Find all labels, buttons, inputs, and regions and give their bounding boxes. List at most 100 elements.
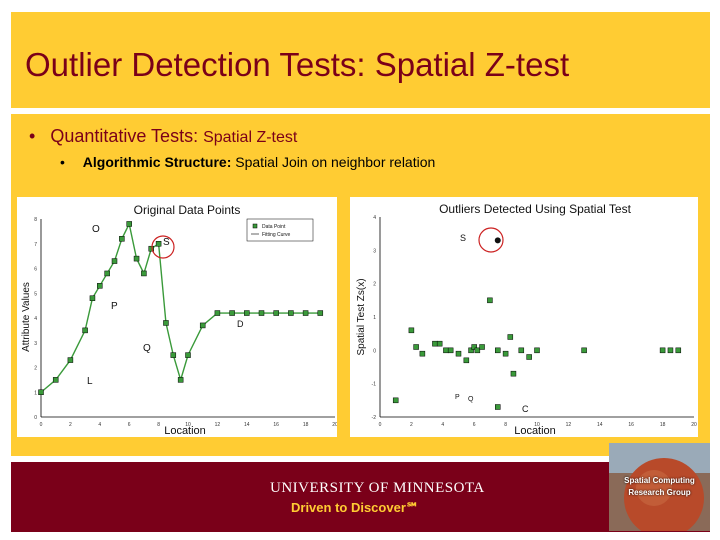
- data-point: [474, 347, 481, 354]
- y-tick-label: -1: [372, 382, 377, 388]
- data-point: [487, 297, 493, 304]
- bullet-level1: • Quantitative Tests: Spatial Z-test: [29, 126, 297, 147]
- data-point: [177, 377, 184, 383]
- data-point: [317, 310, 324, 316]
- data-point: [126, 221, 132, 227]
- bullet1-small: Spatial Z-test: [203, 129, 298, 146]
- data-point: [419, 350, 426, 357]
- chart2-xlabel: Location: [514, 425, 556, 437]
- footer: UNIVERSITY OF MINNESOTA Driven to Discov…: [11, 462, 710, 532]
- research-group-logo: Spatial Computing Research Group: [609, 443, 710, 531]
- chart1-title: Original Data Points: [134, 203, 241, 217]
- data-point: [244, 310, 250, 316]
- data-point: [502, 350, 509, 357]
- title-band: Outlier Detection Tests: Spatial Z-test: [11, 12, 710, 108]
- y-tick-label: 7: [34, 242, 37, 248]
- chart1-ylabel: Attribute Values: [21, 282, 32, 352]
- bullet-marker: •: [29, 126, 36, 146]
- label-c: C: [522, 404, 529, 414]
- logo-line1: Spatial Computing: [624, 476, 695, 485]
- y-tick-label: 1: [34, 390, 37, 396]
- university-name: UNIVERSITY OF MINNESOTA: [270, 480, 485, 496]
- x-tick-label: 10: [534, 422, 540, 428]
- x-tick-label: 0: [40, 422, 43, 428]
- data-point: [659, 347, 666, 354]
- bullet-level2: • Algorithmic Structure: Spatial Join on…: [60, 154, 435, 170]
- data-point: [463, 357, 470, 364]
- data-point: [455, 350, 462, 357]
- y-tick-label: 5: [34, 291, 37, 297]
- data-point: [581, 347, 587, 354]
- data-point: [155, 241, 162, 247]
- outlier-point: [494, 237, 501, 244]
- x-tick-label: 8: [504, 422, 507, 428]
- data-point: [133, 255, 140, 262]
- data-point: [89, 295, 96, 301]
- y-tick-label: 2: [373, 282, 376, 288]
- y-tick-label: 0: [373, 348, 376, 354]
- slide-title: Outlier Detection Tests: Spatial Z-test: [25, 46, 570, 83]
- data-point: [148, 245, 154, 252]
- x-tick-label: 16: [273, 422, 279, 428]
- x-tick-label: 12: [566, 422, 572, 428]
- data-point: [436, 340, 443, 347]
- data-point: [163, 320, 169, 326]
- chart1-xlabel: Location: [164, 425, 206, 437]
- data-point: [170, 352, 177, 358]
- data-point: [526, 354, 532, 360]
- y-tick-label: 0: [34, 415, 37, 421]
- chart1-legend-entry: Data Point: [262, 224, 286, 230]
- data-point: [443, 347, 449, 354]
- data-point: [392, 397, 399, 404]
- data-point: [518, 347, 525, 354]
- data-point: [119, 236, 125, 242]
- y-tick-label: -2: [372, 415, 377, 421]
- data-point: [495, 404, 501, 410]
- data-point: [468, 347, 474, 354]
- x-tick-label: 20: [691, 422, 697, 428]
- outlier-highlight: [478, 227, 504, 253]
- data-point: [667, 347, 674, 354]
- data-point: [408, 327, 415, 334]
- data-point: [111, 258, 118, 264]
- data-point: [534, 347, 540, 354]
- data-point: [185, 352, 191, 358]
- y-tick-label: 1: [373, 315, 376, 321]
- y-tick-label: 8: [34, 217, 37, 223]
- label-q: Q: [143, 343, 151, 354]
- label-d: D: [237, 319, 244, 329]
- chart2-ylabel: Spatial Test Zs(x): [356, 278, 367, 355]
- chart1-legend-entry: Fitting Curve: [262, 232, 291, 238]
- data-point: [495, 347, 501, 354]
- x-tick-label: 10: [185, 422, 191, 428]
- data-point: [479, 344, 485, 350]
- data-point: [38, 389, 44, 395]
- data-point: [413, 344, 419, 350]
- y-tick-label: 4: [34, 316, 37, 322]
- label-p: P: [111, 301, 118, 312]
- data-point: [675, 347, 682, 354]
- data-point: [214, 310, 221, 316]
- label-s: S: [163, 237, 170, 248]
- spatial-test-chart: Outliers Detected Using Spatial Test Loc…: [350, 197, 698, 437]
- x-tick-label: 2: [410, 422, 413, 428]
- label-q2: Q: [468, 396, 474, 403]
- data-point: [229, 310, 235, 316]
- label-o: O: [92, 224, 100, 235]
- x-tick-label: 8: [157, 422, 160, 428]
- y-tick-label: 3: [373, 248, 376, 254]
- bullet2-text: Spatial Join on neighbor relation: [235, 154, 436, 170]
- data-point: [67, 357, 74, 363]
- x-tick-label: 14: [244, 422, 250, 428]
- y-tick-label: 3: [34, 341, 37, 347]
- outlier-highlight: [151, 235, 175, 259]
- tagline: Driven to Discover℠: [291, 500, 420, 515]
- data-point: [104, 270, 110, 277]
- bullet2-bold: Algorithmic Structure:: [82, 154, 236, 170]
- x-tick-label: 14: [597, 422, 603, 428]
- original-data-chart: Original Data Points Location Attribute …: [17, 197, 337, 437]
- x-tick-label: 4: [441, 422, 444, 428]
- chart2-title: Outliers Detected Using Spatial Test: [439, 202, 632, 216]
- bullet1-main: Quantitative Tests:: [50, 126, 204, 146]
